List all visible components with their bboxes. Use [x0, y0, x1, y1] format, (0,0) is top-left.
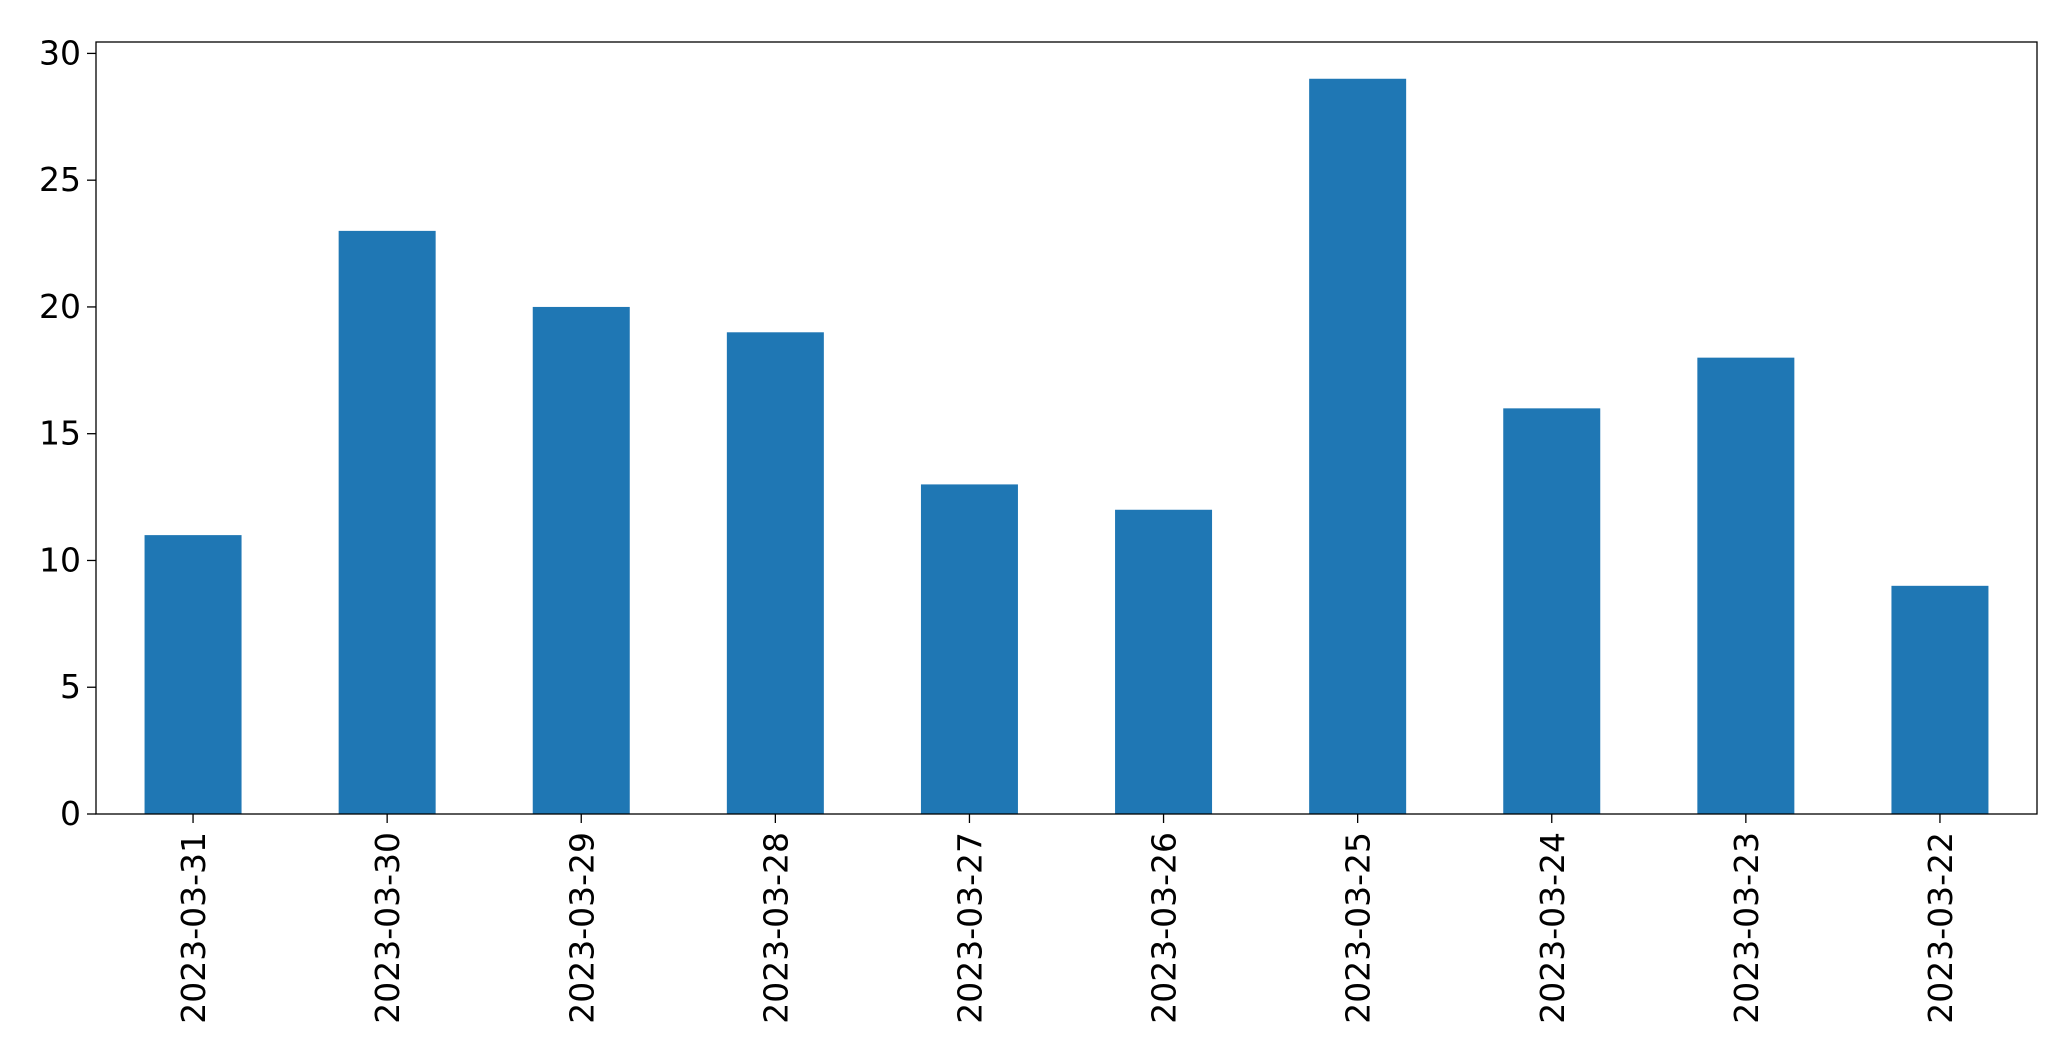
- bar-2023-03-24: [1503, 408, 1601, 814]
- bar-2023-03-28: [726, 332, 824, 814]
- x-tick-label: 2023-03-30: [368, 832, 407, 1024]
- bar-2023-03-31: [144, 535, 242, 814]
- x-tick-label: 2023-03-28: [756, 832, 795, 1024]
- bar-2023-03-27: [920, 484, 1018, 814]
- bar-2023-03-25: [1309, 78, 1407, 814]
- y-tick-label: 0: [60, 794, 81, 833]
- x-tick-label: 2023-03-27: [950, 832, 989, 1024]
- y-tick-label: 5: [60, 667, 81, 706]
- bar-2023-03-22: [1891, 585, 1989, 814]
- x-tick-label: 2023-03-29: [562, 832, 601, 1024]
- x-tick-label: 2023-03-22: [1921, 832, 1960, 1024]
- y-tick-label: 30: [39, 33, 81, 72]
- x-tick-label: 2023-03-23: [1727, 832, 1766, 1024]
- bars-group: [144, 78, 1989, 814]
- bar-2023-03-23: [1697, 357, 1795, 814]
- x-tick-label: 2023-03-24: [1533, 832, 1572, 1024]
- bar-2023-03-30: [338, 230, 436, 814]
- y-tick-label: 20: [39, 287, 81, 326]
- x-tick-label: 2023-03-26: [1145, 832, 1184, 1024]
- y-axis: 0 5 10 15 20 25 30: [39, 33, 96, 833]
- x-axis: 2023-03-31 2023-03-30 2023-03-29 2023-03-28…: [174, 814, 1960, 1024]
- y-tick-label: 25: [39, 160, 81, 199]
- x-tick-label: 2023-03-25: [1339, 832, 1378, 1024]
- bar-2023-03-29: [532, 306, 630, 814]
- plot-frame: [95, 41, 2038, 815]
- y-tick-label: 10: [39, 540, 81, 579]
- x-tick-label: 2023-03-31: [174, 832, 213, 1024]
- y-tick-label: 15: [39, 414, 81, 453]
- bar-2023-03-26: [1115, 509, 1213, 814]
